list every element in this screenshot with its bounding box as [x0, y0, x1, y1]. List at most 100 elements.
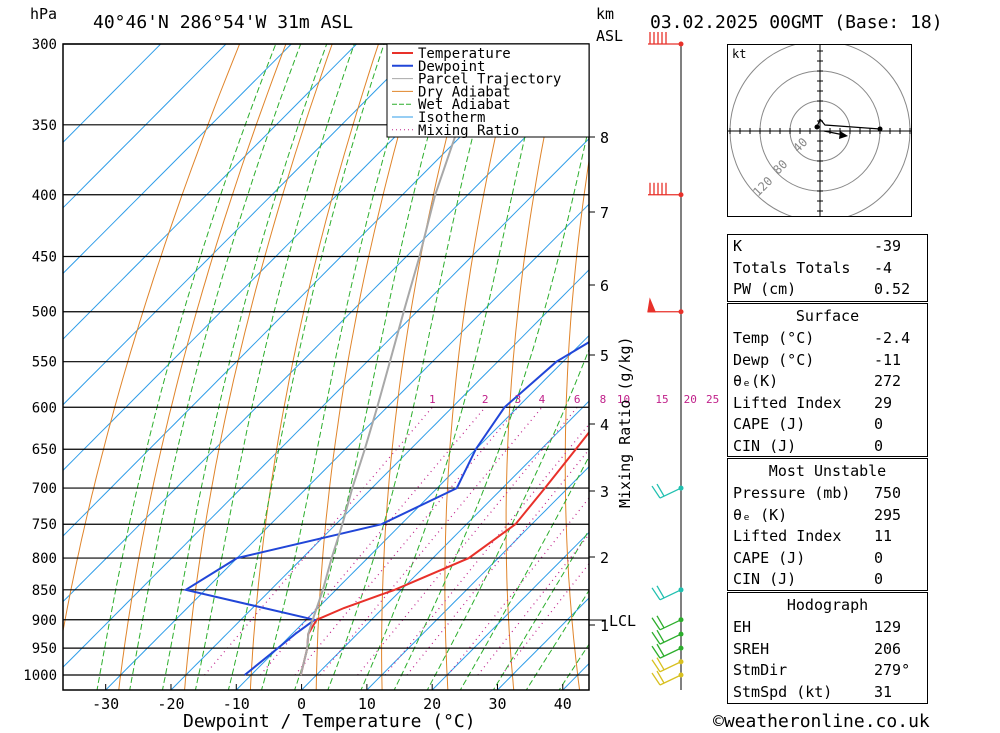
- surface-key: CIN (J): [733, 436, 797, 455]
- pressure-tick-label: 950: [32, 641, 57, 657]
- hodograph-trace: [816, 117, 881, 130]
- x-tick-label: 40: [554, 695, 572, 713]
- index-value: 0.52: [874, 280, 911, 298]
- isotherm-line: [63, 72, 589, 603]
- km-tick-label: 6: [600, 277, 609, 295]
- x-tick-label: 30: [488, 695, 506, 713]
- wet-adiabat-line: [459, 455, 589, 690]
- surface-value: 0: [874, 415, 884, 433]
- hodograph-ring-label: 120: [750, 174, 775, 199]
- km-tick-label: 3: [600, 483, 609, 501]
- isotherm-line: [63, 44, 292, 275]
- hodograph-stat-value: 206: [874, 639, 902, 658]
- pressure-tick-label: 750: [32, 517, 57, 533]
- mixing-ratio-label: 1: [429, 393, 436, 406]
- location-title: 40°46'N 286°54'W 31m ASL: [93, 12, 354, 33]
- storm-motion-arrowhead: [839, 131, 848, 139]
- wet-adiabat-line: [426, 348, 589, 690]
- dry-adiabat-line: [980, 44, 1000, 701]
- wind-barb: [651, 670, 682, 686]
- hodograph-stat-row: SREH 206: [728, 639, 927, 660]
- mixing-ratio-line: [320, 406, 543, 676]
- km-tick-label: 7: [600, 204, 609, 222]
- surface-key: Temp (°C): [733, 329, 815, 347]
- temperature-line: [299, 430, 589, 676]
- most-unstable-row: CAPE (J) 0: [728, 548, 927, 569]
- isotherm-line: [63, 44, 488, 472]
- hodograph-end-dot: [877, 126, 883, 132]
- isotherm-line: [63, 137, 589, 668]
- legend-entry: Temperature: [418, 46, 511, 62]
- mixing-ratio-label: 20: [684, 393, 697, 406]
- surface-row: CIN (J) 0: [728, 436, 927, 457]
- wet-adiabat-line: [492, 529, 589, 690]
- x-tick-label: 0: [297, 695, 306, 713]
- surface-key: CAPE (J): [733, 415, 806, 433]
- km-label: km: [596, 5, 615, 23]
- indices-panel: K -39 Totals Totals -4 PW (cm) 0.52: [727, 234, 928, 302]
- hpa-label: hPa: [30, 5, 58, 23]
- hodograph-stats-title: Hodograph: [786, 596, 869, 614]
- most-unstable-value: 295: [874, 505, 902, 524]
- isotherm-line: [366, 466, 589, 690]
- isotherm-line: [63, 44, 357, 340]
- most-unstable-key: Lifted Index: [733, 527, 842, 545]
- dry-adiabat-line: [678, 44, 713, 701]
- wet-adiabat-line: [161, 44, 328, 690]
- wind-barb: [651, 483, 682, 499]
- isotherm-line: [235, 334, 589, 690]
- most-unstable-row: θₑ (K) 295: [728, 505, 927, 526]
- dewpoint-line: [183, 341, 589, 676]
- pressure-tick-label: 300: [32, 37, 57, 53]
- hodograph-stat-value: 31: [874, 682, 893, 701]
- most-unstable-panel: Most Unstable Pressure (mb) 750 θₑ (K) 295 L…: [727, 458, 928, 591]
- surface-row: θₑ(K) 272: [728, 371, 927, 392]
- dry-adiabat-line: [381, 44, 472, 690]
- legend-box: [386, 43, 590, 138]
- asl-label: ASL: [596, 27, 624, 45]
- mixing-ratio-line: [384, 423, 589, 676]
- legend-entry: Isotherm: [418, 110, 485, 126]
- dry-adiabat-line: [184, 44, 333, 690]
- pressure-tick-label: 600: [32, 400, 57, 416]
- index-row: K -39: [728, 236, 927, 257]
- wind-barb: [648, 182, 681, 196]
- pressure-tick-label: 650: [32, 442, 57, 458]
- pressure-tick-label: 850: [32, 583, 57, 599]
- index-row: PW (cm) 0.52: [728, 279, 927, 300]
- legend-entry: Mixing Ratio: [418, 123, 519, 139]
- legend-entry: Dewpoint: [418, 59, 485, 75]
- hodograph-ring-label: 40: [790, 135, 810, 155]
- wind-barb: [651, 629, 682, 645]
- mixing-ratio-label: 8: [600, 393, 607, 406]
- most-unstable-key: θₑ (K): [733, 505, 788, 524]
- x-tick-label: -10: [223, 695, 250, 713]
- plot-frame: [62, 43, 590, 691]
- hodograph-stat-key: StmSpd (kt): [733, 682, 833, 701]
- isotherm-line: [300, 400, 589, 690]
- wet-adiabat-line: [96, 44, 277, 690]
- dry-adiabat-line: [505, 44, 565, 690]
- dry-adiabat-line: [249, 44, 379, 690]
- km-tick-label: 5: [600, 347, 609, 365]
- isotherm-line: [104, 203, 589, 690]
- pressure-tick-label: 900: [32, 613, 57, 629]
- dry-adiabat-line: [564, 157, 589, 690]
- surface-panel: Surface Temp (°C) -2.4 Dewp (°C) -11 θₑ(K) 27…: [727, 303, 928, 457]
- mixing-ratio-label: 2: [482, 393, 489, 406]
- mixing-ratio-label: 4: [539, 393, 546, 406]
- lcl-label: LCL: [609, 612, 636, 630]
- surface-title: Surface: [795, 307, 860, 325]
- mixing-ratio-label: 15: [655, 393, 668, 406]
- x-tick-label: 10: [358, 695, 376, 713]
- hodograph-stat-key: SREH: [733, 639, 770, 658]
- surface-value: -11: [874, 350, 902, 369]
- most-unstable-value: 750: [874, 484, 902, 502]
- wet-adiabat-line: [194, 44, 355, 690]
- km-tick-label: 1: [600, 617, 609, 635]
- surface-row: CAPE (J) 0: [728, 414, 927, 435]
- mixing-ratio-label: 3: [515, 393, 522, 406]
- km-tick-label: 4: [600, 416, 609, 434]
- index-row: Totals Totals -4: [728, 258, 927, 279]
- surface-key: θₑ(K): [733, 372, 779, 390]
